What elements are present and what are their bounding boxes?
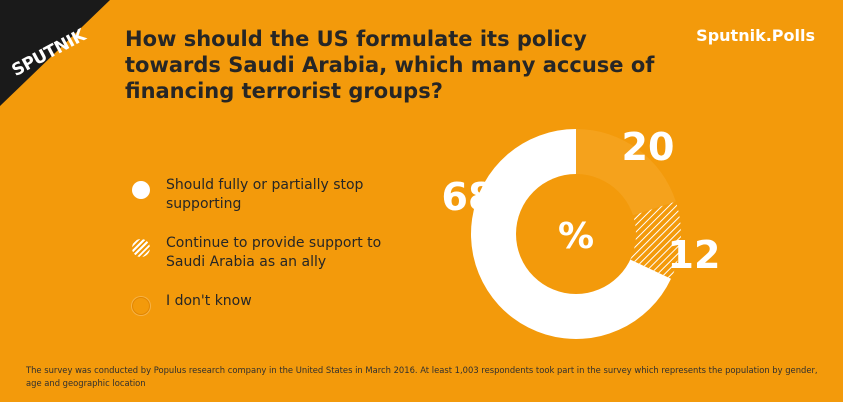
legend-label-line: I don't know [166,292,398,311]
data-label: 20 [622,125,675,169]
data-label: 12 [668,233,721,277]
center-percent-label: % [558,216,594,257]
legend: Should fully or partially stop supportin… [128,176,398,331]
legend-label-line: supporting [166,195,398,214]
donut-chart: % 68 12 20 [436,106,736,370]
data-label: 68 [442,175,495,219]
legend-label-line: Should fully or partially stop [166,176,398,195]
footnote-line: age and geographic location [26,377,826,390]
legend-item-stop-support: Should fully or partially stop supportin… [128,176,398,214]
sputnik-logo: SPUTNIK [0,0,120,110]
footnote: The survey was conducted by Populus rese… [26,364,826,390]
legend-item-dont-know: I don't know [128,292,398,311]
chart-title: How should the US formulate its policy t… [125,26,665,104]
legend-swatch-white [132,181,150,199]
legend-label-line: Continue to provide support to [166,234,398,253]
donut-svg: % 68 12 20 [436,106,736,370]
legend-swatch-orange [132,297,150,315]
legend-swatch-hatched [132,239,150,257]
legend-label-line: Saudi Arabia as an ally [166,253,398,272]
footnote-line: The survey was conducted by Populus rese… [26,364,826,377]
legend-item-ally: Continue to provide support to Saudi Ara… [128,234,398,272]
sputnik-polls-label: Sputnik.Polls [696,26,815,45]
